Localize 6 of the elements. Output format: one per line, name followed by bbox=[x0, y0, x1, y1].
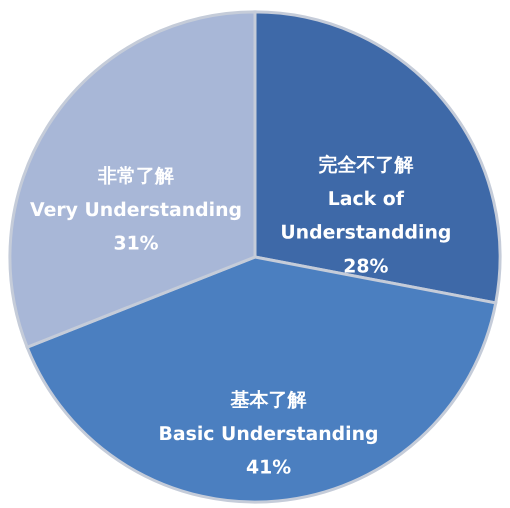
slice-label: 完全不了解 Lack of Understandding bbox=[280, 154, 452, 244]
data-label: 31% bbox=[113, 234, 159, 255]
data-label: 28% bbox=[343, 256, 389, 278]
slice-label: 基本了解 Basic Understanding bbox=[158, 389, 379, 445]
slice-label: 非常了解 Very Understanding bbox=[30, 165, 242, 221]
data-label: 41% bbox=[246, 458, 292, 479]
